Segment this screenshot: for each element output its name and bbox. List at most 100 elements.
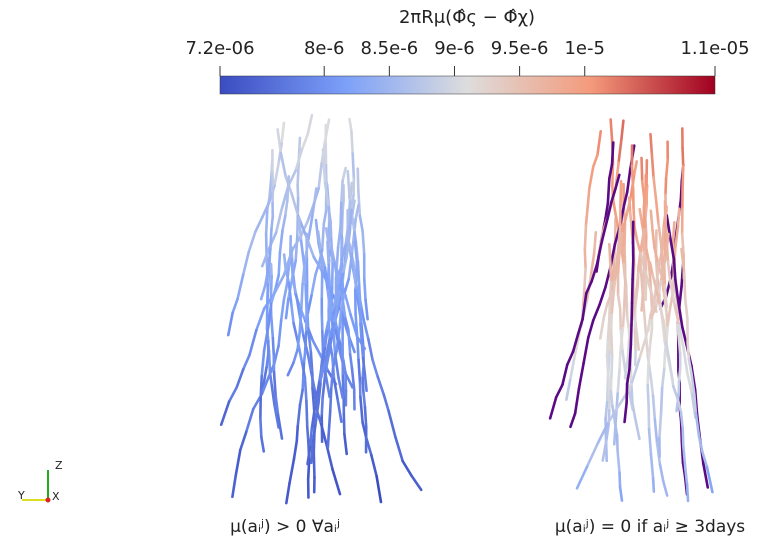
root-segment — [377, 476, 381, 502]
root-segment — [673, 386, 678, 399]
root-segment — [685, 299, 687, 319]
root-segment — [589, 167, 593, 188]
root-segment — [274, 162, 278, 186]
root-segment — [651, 379, 653, 395]
root-segment — [338, 399, 342, 422]
root-segment — [587, 188, 589, 211]
root-segment — [608, 373, 609, 396]
root-segment — [612, 300, 613, 315]
root-segment — [662, 369, 664, 388]
root-segment — [597, 131, 600, 154]
root-segment — [261, 376, 262, 398]
root-segment — [278, 129, 281, 152]
root-segment — [313, 341, 321, 357]
root-segment — [243, 252, 249, 275]
root-segment — [644, 187, 646, 207]
root-segment — [688, 343, 689, 360]
root-segment — [331, 239, 332, 264]
root-segment — [632, 279, 633, 303]
root-segment — [261, 437, 263, 451]
root-segment — [351, 131, 352, 154]
caption: μ(aᵢʲ) > 0 ∀aᵢʲ — [230, 517, 340, 537]
root-segment — [282, 123, 284, 144]
root-segment — [600, 318, 603, 339]
root-segment — [306, 284, 307, 309]
root-segment — [287, 176, 288, 200]
root-segment — [611, 356, 612, 379]
root-segment — [635, 330, 636, 351]
root-segment — [635, 227, 638, 241]
root-segment — [282, 216, 285, 231]
root-segment — [403, 461, 412, 476]
root-segment — [611, 119, 613, 141]
root-segment — [331, 222, 332, 239]
root-segment — [594, 232, 596, 253]
root-segment — [663, 228, 664, 246]
root-segment — [280, 231, 282, 252]
root-segment — [619, 139, 622, 163]
root-segment — [271, 315, 273, 338]
root-segment — [681, 412, 683, 428]
root-segment — [286, 299, 288, 318]
root-segment — [279, 252, 280, 275]
root-segment — [360, 324, 361, 340]
root-segment — [611, 391, 613, 406]
root-segment — [670, 296, 673, 310]
root-segment — [302, 134, 308, 149]
root-segment — [666, 160, 668, 180]
axis-label: Z — [55, 459, 63, 472]
root-segment — [350, 183, 352, 202]
root-segment — [284, 285, 287, 301]
root-segment — [556, 385, 562, 398]
root-segment — [659, 413, 661, 438]
root-segment — [243, 355, 249, 369]
root-segment — [656, 202, 658, 223]
root-segment — [297, 426, 298, 441]
root-segment — [350, 354, 352, 368]
root-segment — [359, 285, 360, 309]
root-segment — [267, 354, 269, 367]
root-segment — [640, 209, 642, 223]
caption: μ(aᵢʲ) = 0 if aᵢʲ ≥ 3days — [555, 517, 745, 537]
root-segment — [650, 328, 652, 343]
root-segment — [362, 340, 363, 358]
root-segment — [566, 380, 570, 400]
root-segment — [350, 210, 352, 233]
root-segment — [270, 229, 271, 249]
root-segment — [586, 210, 587, 225]
root-segment — [308, 115, 312, 134]
root-segment — [631, 325, 632, 345]
tick-label: 9e-6 — [434, 38, 474, 59]
root-segment — [694, 395, 695, 412]
root-segment — [649, 429, 651, 454]
root-segment — [550, 397, 556, 418]
root-segment — [608, 179, 609, 204]
root-segment — [585, 225, 586, 249]
root-segment — [620, 309, 621, 331]
root-segment — [620, 473, 621, 487]
root-segment — [395, 437, 402, 461]
root-segment — [365, 377, 366, 391]
root-segment — [685, 470, 687, 485]
root-segment — [291, 305, 293, 323]
root-segment — [343, 258, 346, 274]
root-segment — [356, 314, 358, 339]
root-segment — [311, 443, 312, 463]
root-segment — [266, 210, 267, 234]
root-segment — [334, 379, 337, 399]
root-segment — [620, 181, 621, 207]
root-segment — [355, 278, 357, 290]
root-segment — [271, 264, 272, 276]
root-segment — [314, 452, 315, 477]
tick-label: 7.2e-06 — [185, 38, 254, 59]
root-segment — [255, 217, 262, 232]
root-segment — [584, 338, 589, 364]
root-segment — [645, 205, 646, 217]
root-segment — [328, 435, 329, 447]
root-segment — [637, 241, 640, 253]
root-segment — [658, 223, 661, 245]
root-segment — [687, 484, 688, 501]
root-segment — [322, 314, 323, 331]
root-segment — [357, 339, 358, 360]
root-segment — [365, 407, 366, 427]
